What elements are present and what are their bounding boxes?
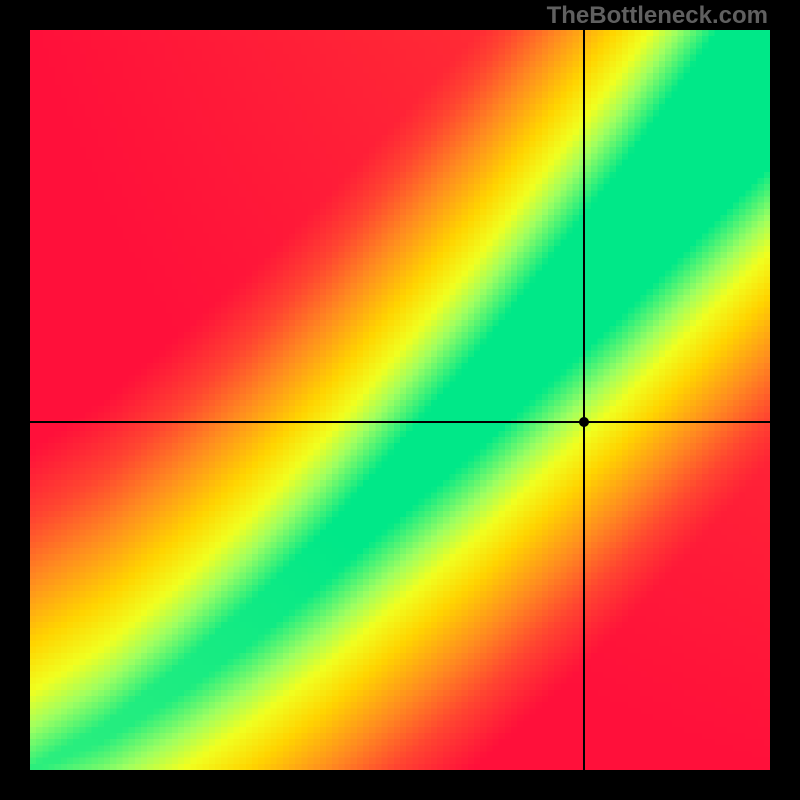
watermark-text: TheBottleneck.com [547,2,768,30]
chart-container: TheBottleneck.com [0,0,800,800]
crosshair-marker-point [579,417,589,427]
crosshair-horizontal [30,421,770,423]
crosshair-vertical [583,30,585,770]
heatmap-plot [30,30,770,770]
